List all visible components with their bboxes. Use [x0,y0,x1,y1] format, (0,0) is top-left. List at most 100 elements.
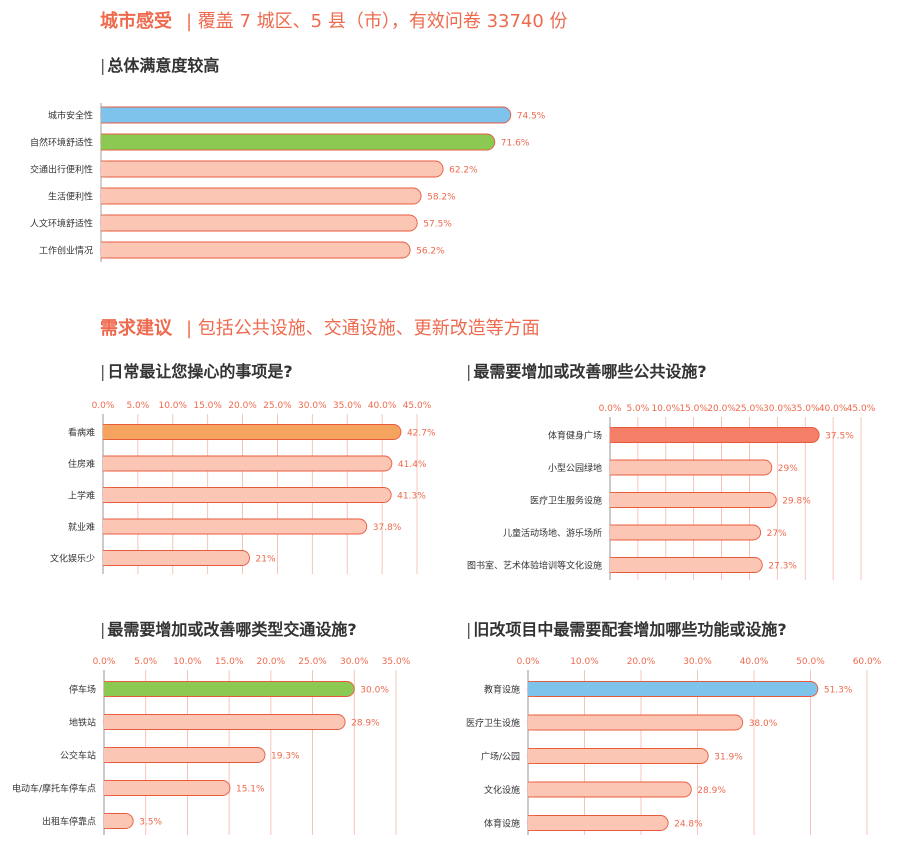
bar [527,714,744,731]
category-label: 生活便利性 [48,191,93,203]
chart-title-text: 最需要增加或改善哪类型交通设施? [107,620,357,639]
tick-label: 25.0% [263,401,292,411]
chart-title-satisfaction: | 总体满意度较高 [100,56,220,75]
tick-label: 0.0% [93,657,116,667]
bar-edge [101,188,109,204]
bar-edge [101,215,109,231]
bar [527,681,819,697]
tick-label: 40.0% [740,657,769,667]
value-label: 51.3% [824,686,853,696]
bar-edge [101,107,109,123]
bar-edge [528,782,536,797]
bar-edge [103,519,111,534]
value-label: 28.9% [351,719,380,729]
value-label: 38.0% [749,719,778,729]
section-subtitle: | 包括公共设施、交通设施、更新改造等方面 [186,318,540,339]
category-label: 地铁站 [69,717,96,729]
bar-edge [104,714,112,730]
section-header-demands: 需求建议 | 包括公共设施、交通设施、更新改造等方面 [100,314,540,340]
bar-edge [101,242,109,258]
bar-edge [610,492,618,508]
tick-label: 25.0% [735,404,764,414]
chart-title-transport: | 最需要增加或改善哪类型交通设施? [100,620,357,639]
tick-label: 20.0% [627,657,656,667]
bar-edge [610,427,618,443]
section-subtitle: | 覆盖 7 城区、5 县（市），有效问卷 33740 份 [186,11,568,32]
value-label: 37.8% [373,523,402,533]
tick-label: 5.0% [626,404,649,414]
category-label: 医疗卫生服务设施 [530,495,602,507]
bar-edge [103,550,111,566]
value-label: 41.4% [398,460,427,470]
category-label: 文化设施 [484,784,520,796]
tick-label: 25.0% [298,657,327,667]
bar-edge [101,134,109,150]
category-label: 交通出行便利性 [30,164,93,176]
bar-edge [610,557,618,573]
value-label: 15.1% [236,785,265,795]
category-label: 出租车停靠点 [42,816,96,828]
tick-label: 30.0% [298,401,327,411]
tick-label: 45.0% [847,404,876,414]
category-label: 文化娱乐少 [50,553,95,565]
tick-label: 5.0% [134,657,157,667]
bar [527,815,669,831]
category-label: 广场/公园 [481,751,520,763]
tick-label: 0.0% [599,404,622,414]
bar-edge [101,161,109,177]
bar-edge [104,780,112,796]
bar-edge [103,487,111,503]
tick-label: 5.0% [126,401,149,411]
category-label: 工作创业情况 [39,245,93,257]
category-label: 上学难 [68,490,95,502]
bar-edge [103,424,111,440]
value-label: 21% [256,555,276,565]
tick-label: 10.0% [158,401,187,411]
bar-edge [104,813,112,829]
category-label: 停车场 [69,684,96,696]
chart-title-text: 总体满意度较高 [107,56,220,75]
tick-label: 30.0% [763,404,792,414]
value-label: 71.6% [501,139,530,149]
tick-label: 10.0% [173,657,202,667]
category-label: 教育设施 [484,684,520,696]
value-label: 19.3% [271,752,300,762]
bar-edge [104,681,112,697]
value-label: 3.5% [139,818,162,828]
bar [527,748,709,764]
bar-edge [610,525,618,540]
value-label: 37.5% [825,432,854,442]
category-label: 儿童活动场地、游乐场所 [503,527,602,539]
category-label: 城市安全性 [48,110,93,122]
bar-edge [103,456,111,471]
tick-label: 30.0% [340,657,369,667]
bar-edge [528,815,536,831]
bar [527,781,692,798]
section-header-perception: 城市感受 | 覆盖 7 城区、5 县（市），有效问卷 33740 份 [100,7,568,33]
category-label: 体育设施 [484,818,520,830]
tick-label: 40.0% [368,401,397,411]
section-highlight: 城市感受 [100,11,172,32]
tick-label: 0.0% [92,401,115,411]
category-label: 电动车/摩托车停车点 [12,783,96,795]
category-label: 体育健身广场 [548,430,602,442]
category-label: 公交车站 [60,750,96,762]
value-label: 29% [778,464,798,474]
value-label: 62.2% [449,166,478,176]
category-label: 小型公园绿地 [548,462,602,474]
value-label: 42.7% [407,429,436,439]
category-label: 住房难 [68,458,95,470]
category-label: 图书室、艺术体验培训等文化设施 [467,560,602,572]
value-label: 24.8% [674,820,703,830]
chart-title-text: 旧改项目中最需要配套增加哪些功能或设施? [473,620,787,639]
value-label: 41.3% [397,492,426,502]
tick-label: 50.0% [796,657,825,667]
section-highlight: 需求建议 [100,318,172,339]
bar-edge [528,715,536,730]
value-label: 31.9% [714,753,743,763]
tick-label: 35.0% [333,401,362,411]
tick-label: 15.0% [193,401,222,411]
